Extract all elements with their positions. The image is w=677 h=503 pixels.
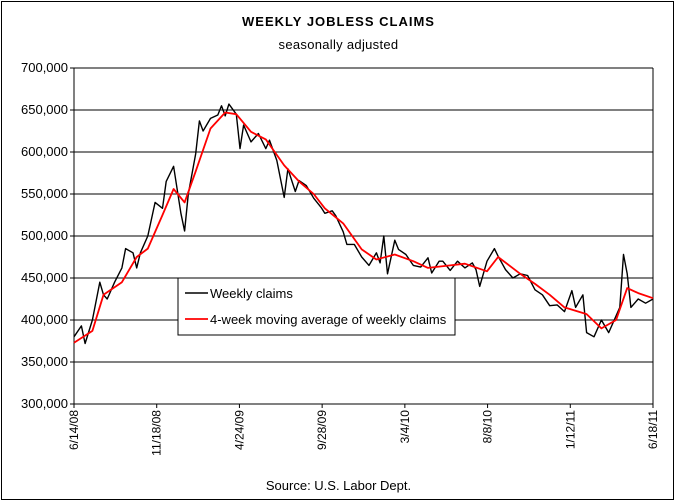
chart-subtitle: seasonally adjusted	[278, 37, 399, 52]
x-tick-label: 11/18/08	[150, 410, 164, 456]
moving-average-line	[73, 111, 654, 344]
legend-label: Weekly claims	[210, 286, 293, 301]
y-tick-label: 500,000	[21, 228, 68, 243]
y-tick-label: 650,000	[21, 102, 68, 117]
x-tick-label: 3/4/10	[398, 410, 412, 444]
legend-box	[177, 277, 456, 336]
y-tick-label: 400,000	[21, 312, 68, 327]
y-tick-label: 300,000	[21, 396, 68, 411]
x-tick-label: 6/18/11	[646, 410, 660, 449]
x-tick-label: 1/12/11	[563, 410, 577, 449]
weekly-claims-line	[73, 103, 654, 345]
y-tick-label: 450,000	[21, 270, 68, 285]
x-tick-label: 4/24/09	[232, 410, 246, 450]
x-tick-label: 9/28/09	[315, 410, 329, 450]
y-tick-label: 350,000	[21, 354, 68, 369]
legend-label: 4-week moving average of weekly claims	[210, 312, 447, 327]
chart-source: Source: U.S. Labor Dept.	[265, 478, 412, 493]
y-tick-label: 600,000	[21, 144, 68, 159]
y-tick-label: 700,000	[21, 60, 68, 75]
x-tick-label: 8/8/10	[481, 410, 495, 444]
x-tick-label: 6/14/08	[67, 410, 81, 450]
chart-title: WEEKLY JOBLESS CLAIMS	[242, 14, 435, 29]
y-tick-label: 550,000	[21, 186, 68, 201]
